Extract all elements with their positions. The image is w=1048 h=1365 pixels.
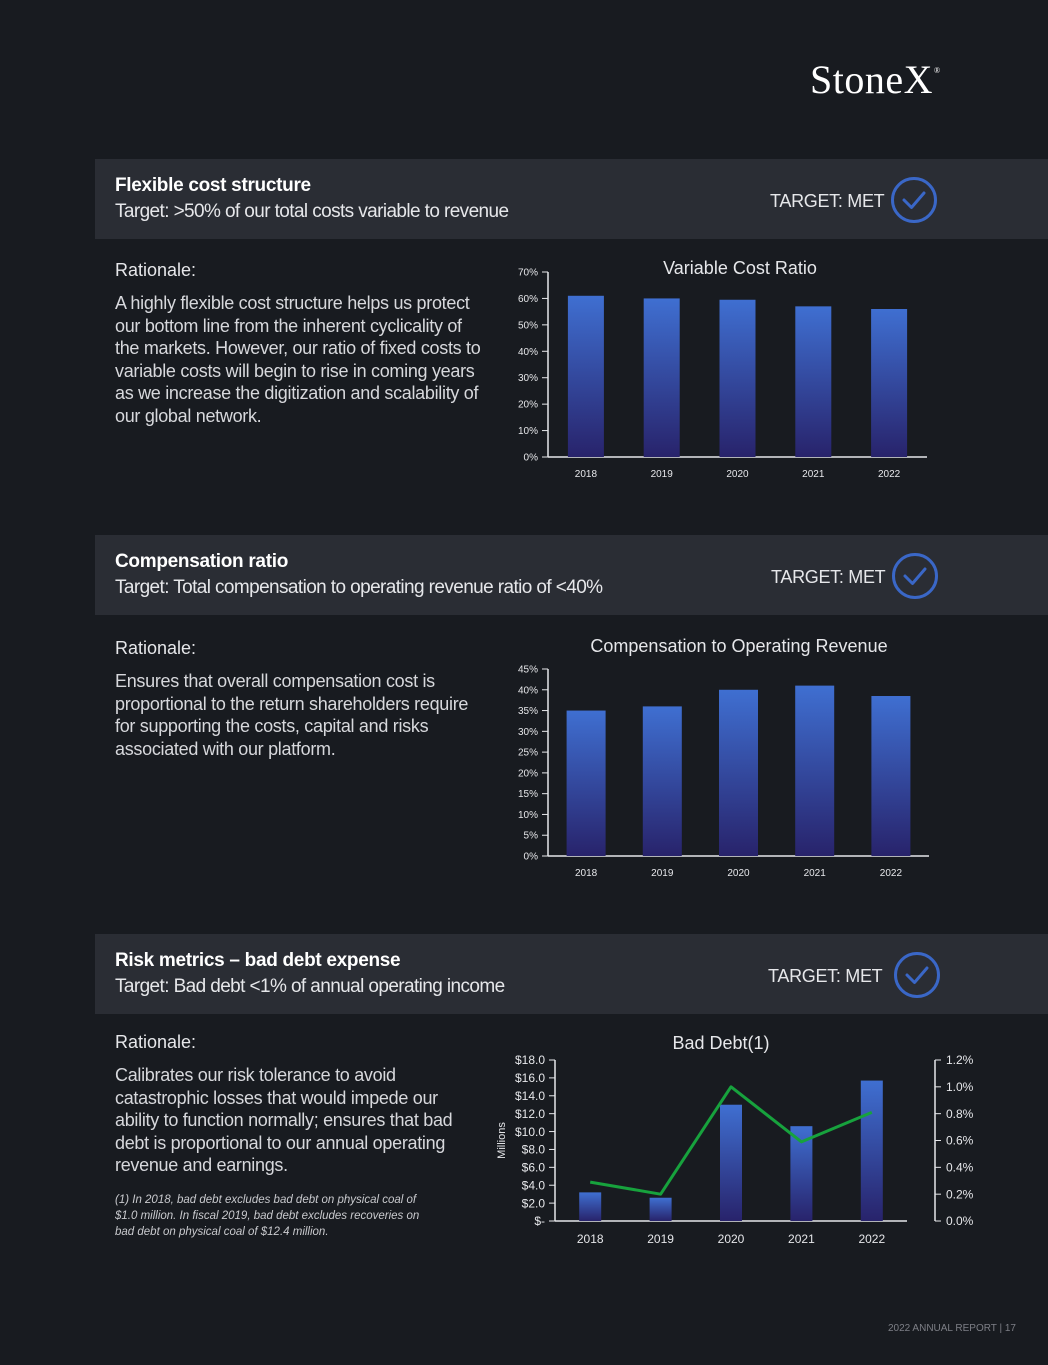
x-tick-label: 2019 [651,469,674,480]
y-tick-label: $18.0 [515,1053,545,1067]
x-tick-label: 2018 [575,868,598,879]
y-tick-label: 10% [518,426,538,437]
x-tick-label: 2020 [727,868,750,879]
variable-cost-ratio-chart: Variable Cost Ratio 0% 10% 20% 30% 40% 50% 60% 7… [518,258,927,480]
chart-title: Variable Cost Ratio [663,258,817,278]
bar-2019 [643,298,680,457]
section-target: Target: Bad debt <1% of annual operating… [115,976,505,997]
y-tick-label: $8.0 [522,1143,546,1157]
y-tick-label: $4.0 [522,1178,546,1192]
section-title: Risk metrics – bad debt expense [115,950,401,971]
bar-2022 [871,309,908,457]
bar-2022 [871,696,911,856]
x-tick-label: 2021 [802,469,825,480]
y-tick-label: 40% [518,347,538,358]
y-tick-label: 30% [518,373,538,384]
y-tick-label: 70% [518,268,538,279]
section-header-compensation-ratio: Compensation ratio Target: Total compens… [95,535,1048,615]
y-tick-label: 20% [518,768,538,779]
x-tick-label: 2021 [804,868,827,879]
bar-2020 [719,689,758,856]
section-header-flexible-cost: Flexible cost structure Target: >50% of … [95,159,1048,239]
y-tick-label: $2.0 [522,1196,546,1210]
chart-title: Bad Debt(1) [672,1033,769,1053]
y-tick-label: 20% [518,400,538,411]
y2-tick-label: 0.0% [946,1214,974,1228]
y-axis-label: Millions [496,1122,508,1159]
section-title: Compensation ratio [115,551,289,572]
section-target: Target: Total compensation to operating … [115,577,603,598]
x-tick-label: 2019 [647,1232,674,1246]
y-tick-label: 0% [524,453,539,464]
rationale-heading: Rationale: [115,1032,197,1052]
y2-tick-label: 1.2% [946,1053,974,1067]
footnote: (1) In 2018, bad debt excludes bad debt … [115,1194,420,1238]
bar-2019 [649,1197,672,1221]
bar-2022 [860,1080,883,1221]
y-tick-label: 35% [518,706,538,717]
bad-debt-chart: Bad Debt(1) $- $2.0 $4.0 $6.0 $8.0 $10.0 $12.0 $… [496,1033,974,1246]
x-tick-label: 2020 [718,1232,745,1246]
y-tick-label: 5% [524,831,539,842]
bar-2021 [795,306,832,457]
bar-2021 [795,685,835,856]
chart-title: Compensation to Operating Revenue [590,636,887,656]
x-tick-label: 2022 [878,469,901,480]
bar-2020 [720,1104,742,1221]
check-circle-icon [892,553,938,599]
stonex-logo: StoneX® [810,57,941,102]
y-tick-label: 60% [518,294,538,305]
bar-2020 [719,299,756,457]
section-title: Flexible cost structure [115,175,311,196]
bar-2021 [790,1126,813,1221]
target-status: TARGET: MET [770,191,885,211]
y-tick-label: $14.0 [515,1089,545,1103]
y-tick-label: 45% [518,665,538,676]
section-header-bad-debt: Risk metrics – bad debt expense Target: … [95,934,1048,1014]
y-tick-label: 50% [518,320,538,331]
y-tick-label: $12.0 [515,1107,545,1121]
bar-2018 [567,295,604,457]
x-tick-label: 2019 [651,868,674,879]
compensation-chart: Compensation to Operating Revenue 0% 5% 10%… [518,636,929,879]
bar-2018 [566,710,606,856]
y-tick-label: 40% [518,685,538,696]
y2-tick-label: 0.4% [946,1161,974,1175]
y2-tick-label: 0.6% [946,1134,974,1148]
y-tick-label: 0% [524,852,539,863]
y2-tick-label: 1.0% [946,1080,974,1094]
y-tick-label: 25% [518,748,538,759]
rationale-heading: Rationale: [115,638,197,658]
x-tick-label: 2021 [788,1232,815,1246]
check-circle-icon [894,952,940,998]
x-tick-label: 2020 [726,469,749,480]
x-tick-label: 2022 [858,1232,885,1246]
y-tick-label: $16.0 [515,1071,545,1085]
bar-2019 [642,706,682,856]
x-tick-label: 2022 [880,868,903,879]
y-tick-label: $- [534,1214,545,1228]
target-status: TARGET: MET [768,966,883,986]
y2-tick-label: 0.2% [946,1187,974,1201]
x-tick-label: 2018 [575,469,598,480]
target-status: TARGET: MET [771,567,886,587]
y-tick-label: $10.0 [515,1125,545,1139]
x-tick-label: 2018 [577,1232,604,1246]
y2-tick-label: 0.8% [946,1107,974,1121]
rationale-text: A highly flexible cost structure helps u… [115,293,481,426]
check-circle-icon [891,177,937,223]
ratio-line [589,1085,873,1196]
page-footer: 2022 ANNUAL REPORT | 17 [887,1323,1016,1334]
rationale-heading: Rationale: [115,260,197,280]
y-tick-label: $6.0 [522,1161,546,1175]
rationale-text: Calibrates our risk tolerance to avoid c… [115,1065,453,1175]
y-tick-label: 30% [518,727,538,738]
y-tick-label: 15% [518,789,538,800]
bar-2018 [579,1192,602,1221]
rationale-text: Ensures that overall compensation cost i… [115,671,469,759]
y-tick-label: 10% [518,810,538,821]
section-target: Target: >50% of our total costs variable… [115,201,509,222]
